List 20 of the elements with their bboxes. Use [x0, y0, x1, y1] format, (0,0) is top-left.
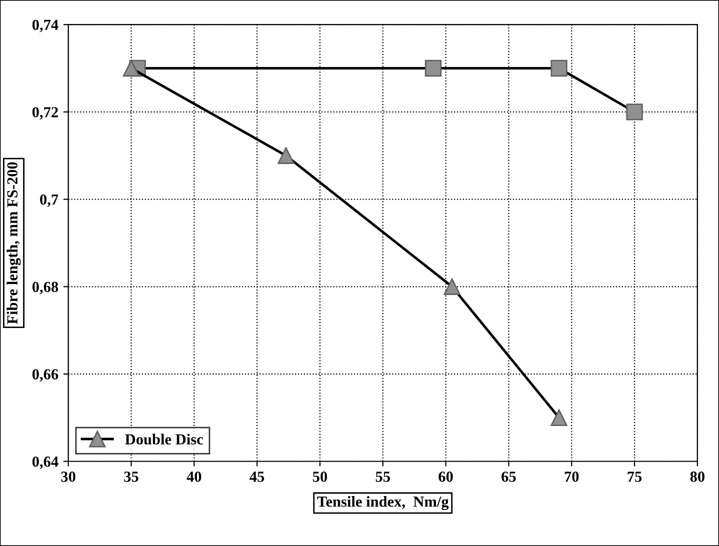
y-tick-label: 0,74 [32, 20, 58, 32]
y-tick-label: 0,66 [32, 369, 58, 382]
x-tick-label: 70 [564, 472, 579, 482]
x-axis-title: Tensile index, Nm/g [317, 496, 449, 510]
y-tick-label: 0,68 [32, 282, 58, 294]
y-tick-label: 0,64 [32, 456, 58, 470]
x-tick-label: 75 [628, 472, 642, 482]
x-tick-label: 60 [438, 472, 453, 482]
x-tick-label: 65 [502, 472, 516, 482]
y-tick-label: 0,7 [40, 194, 58, 207]
legend-label: Double Disc [125, 434, 203, 445]
x-tick-label: 80 [690, 472, 704, 482]
x-tick-label: 55 [376, 472, 390, 482]
x-tick-label: 45 [250, 472, 264, 482]
x-tick-label: 30 [61, 472, 76, 482]
x-tick-label: 50 [312, 472, 328, 482]
x-tick-label: 35 [124, 472, 138, 482]
y-axis-title: Fibre length, mm FS-200 [6, 162, 21, 324]
y-tick-label: 0,72 [32, 107, 58, 120]
x-tick-label: 40 [186, 472, 202, 482]
